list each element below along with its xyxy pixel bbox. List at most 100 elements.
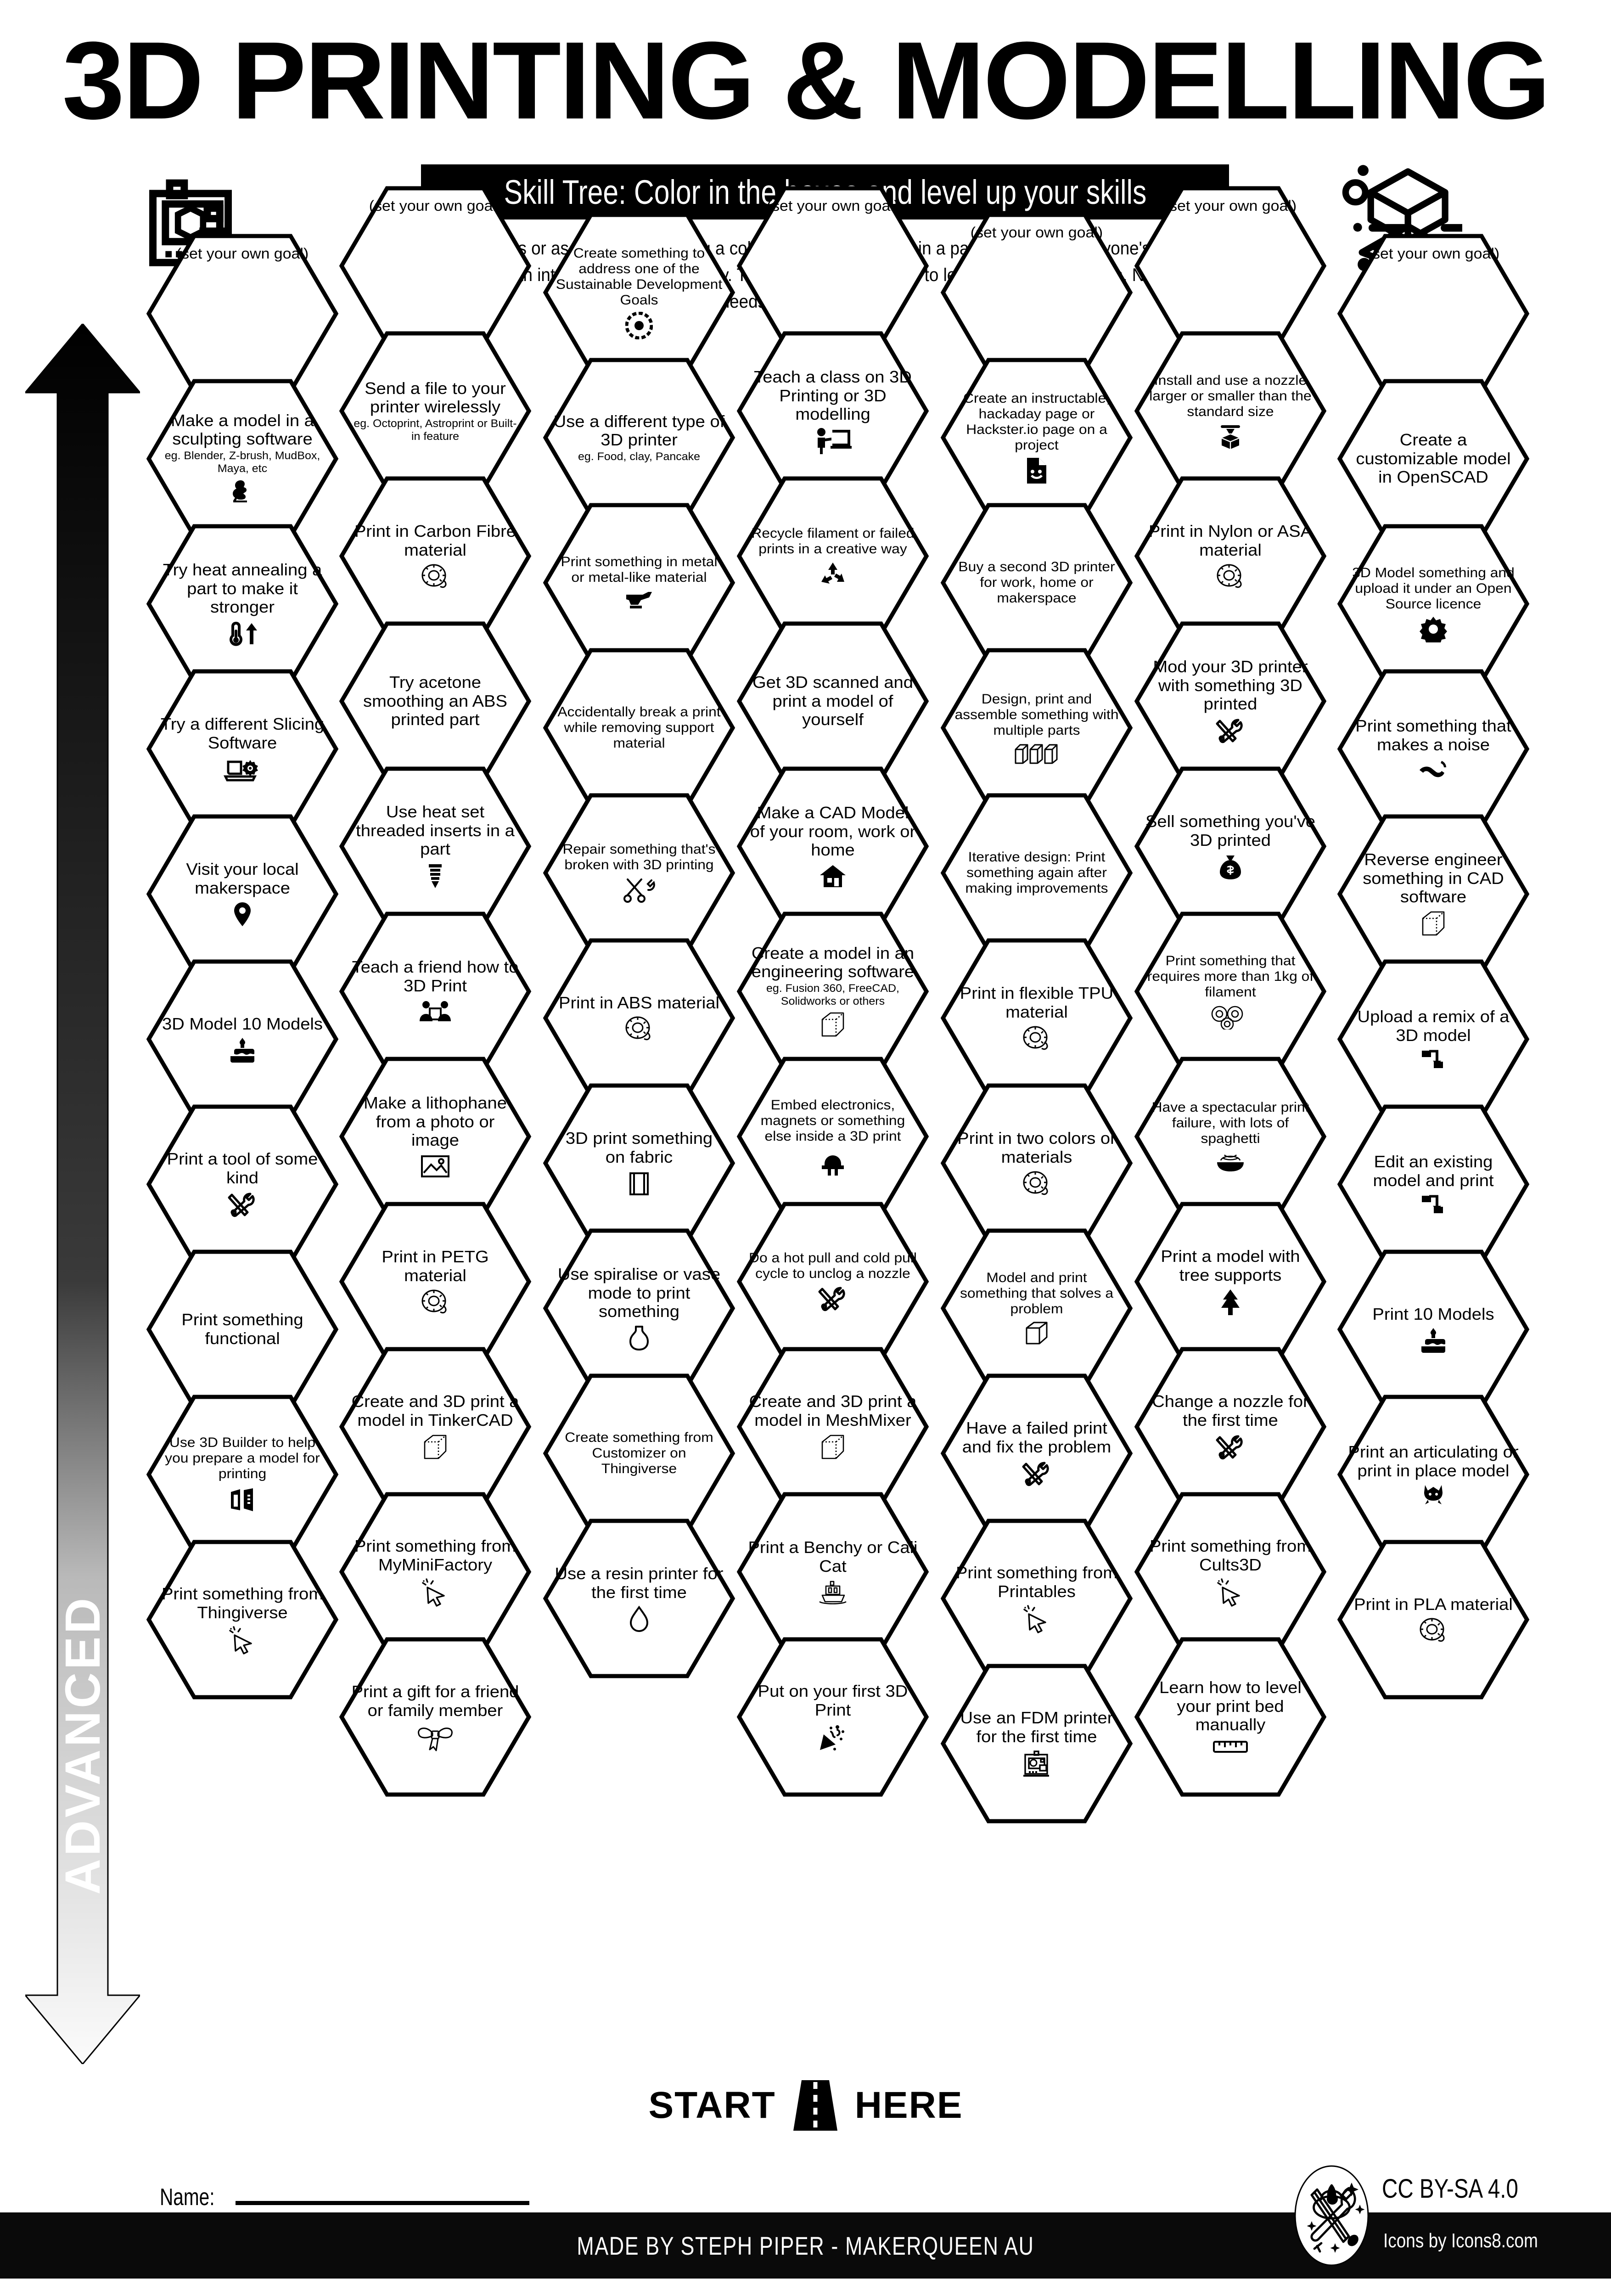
skill-hex[interactable]: (set your own goal) xyxy=(146,233,339,394)
skill-hex[interactable]: (set your own goal) xyxy=(736,186,929,346)
skill-hex[interactable]: Print something that makes a noise xyxy=(1337,669,1530,829)
skill-hex-title: Use a different type of 3D printer xyxy=(553,411,725,450)
skill-hex[interactable]: Print in flexible TPU material xyxy=(940,938,1133,1098)
skill-hex-title: Get 3D scanned and print a model of your… xyxy=(752,672,914,729)
skill-hex[interactable]: Repair something that's broken with 3D p… xyxy=(543,793,735,953)
confetti-cursor-icon xyxy=(752,1723,914,1752)
skill-hex[interactable]: Visit your local makerspace xyxy=(146,814,339,974)
skill-hex[interactable]: Iterative design: Print something again … xyxy=(940,793,1133,953)
tree-icon xyxy=(1150,1289,1311,1316)
skill-hex[interactable]: Print in PETG material xyxy=(339,1201,532,1362)
skill-hex[interactable]: Create a model in an engineering softwar… xyxy=(736,911,929,1072)
skill-hex[interactable]: Use spiralise or vase mode to print some… xyxy=(543,1228,735,1389)
cube-outline-icon xyxy=(752,1434,914,1461)
skill-hex[interactable]: Make a model in a sculpting software eg. … xyxy=(146,378,339,539)
skill-hex[interactable]: (set your own goal) xyxy=(940,212,1133,373)
skill-hex[interactable]: Print something from Cults3D xyxy=(1134,1491,1327,1652)
skill-hex[interactable]: Sell something you've 3D printed xyxy=(1134,766,1327,927)
skill-hex[interactable]: Use 3D Builder to help you prepare a mod… xyxy=(146,1394,339,1555)
skill-hex[interactable]: Design, print and assemble something wit… xyxy=(940,647,1133,808)
skill-hex[interactable]: 3D Model 10 Models xyxy=(146,959,339,1120)
skill-hex[interactable]: Teach a friend how to 3D Print xyxy=(339,911,532,1072)
skill-hex-title: Try a different Slicing Software xyxy=(160,715,325,752)
skill-hex[interactable]: (set your own goal) xyxy=(1134,186,1327,346)
picture-icon xyxy=(354,1154,516,1179)
skill-hex[interactable]: Accidentally break a print while removin… xyxy=(543,647,735,808)
skill-hex-title: (set your own goal) xyxy=(1367,245,1500,262)
skill-hex[interactable]: Print in ABS material xyxy=(543,938,735,1098)
skill-hex[interactable]: Make a lithophane from a photo or image xyxy=(339,1056,532,1217)
skill-hex[interactable]: Print something in metal or metal-like m… xyxy=(543,502,735,663)
skill-hex[interactable]: Try acetone smoothing an ABS printed par… xyxy=(339,621,532,782)
skill-hex[interactable]: Print in Nylon or ASA material xyxy=(1134,476,1327,636)
skill-hex[interactable]: Use heat set threaded inserts in a part xyxy=(339,766,532,927)
skill-hex[interactable]: Try heat annealing a part to make it str… xyxy=(146,523,339,684)
skill-hex[interactable]: Print a model with tree supports xyxy=(1134,1201,1327,1362)
skill-hex[interactable]: Use a resin printer for the first time xyxy=(543,1518,735,1679)
skill-hex-title: Print a gift for a friend or family memb… xyxy=(351,1682,519,1720)
click-cursor-icon xyxy=(1150,1578,1311,1607)
skill-hex-title: Embed electronics, magnets or something … xyxy=(760,1097,905,1144)
skill-hex[interactable]: Use a different type of 3D printer eg. Fo… xyxy=(543,357,735,518)
skill-hex-title: Print a model with tree supports xyxy=(1161,1247,1300,1284)
skill-hex-title: Change a nozzle for the first time xyxy=(1152,1392,1309,1429)
skill-hex[interactable]: Create a customizable model in OpenSCAD xyxy=(1337,378,1530,539)
skill-hex[interactable]: Model and print something that solves a … xyxy=(940,1228,1133,1389)
skill-hex[interactable]: Upload a remix of a 3D model xyxy=(1337,959,1530,1120)
skill-hex[interactable]: Print in PLA material xyxy=(1337,1539,1530,1700)
skill-hex[interactable]: Print something functional xyxy=(146,1249,339,1410)
skill-hex[interactable]: Create and 3D print a model in TinkerCAD xyxy=(339,1346,532,1507)
skill-hex[interactable]: Print something from Thingiverse xyxy=(146,1539,339,1700)
skill-hex[interactable]: Have a spectacular print failure, with l… xyxy=(1134,1056,1327,1217)
skill-hex-title: Create and 3D print a model in MeshMixer xyxy=(749,1392,917,1429)
skill-hex[interactable]: Send a file to your printer wirelessly eg… xyxy=(339,331,532,491)
skill-hex[interactable]: Get 3D scanned and print a model of your… xyxy=(736,621,929,782)
cake-icon xyxy=(162,1037,323,1064)
screwdriver-wrench-icon xyxy=(1150,717,1311,745)
skill-hex[interactable]: Reverse engineer something in CAD softwa… xyxy=(1337,814,1530,974)
skill-hex[interactable]: (set your own goal) xyxy=(339,186,532,346)
skill-hex[interactable]: Create and 3D print a model in MeshMixer xyxy=(736,1346,929,1507)
skill-hex[interactable]: Use an FDM printer for the first time xyxy=(940,1663,1133,1824)
skill-hex-title: Mod your 3D printer with something 3D pr… xyxy=(1153,657,1308,714)
skill-hex[interactable]: Buy a second 3D printer for work, home o… xyxy=(940,502,1133,663)
skill-hex[interactable]: Embed electronics, magnets or something … xyxy=(736,1056,929,1217)
skill-hex[interactable]: Print something from Printables xyxy=(940,1518,1133,1679)
skill-hex[interactable]: Try a different Slicing Software xyxy=(146,669,339,829)
skill-hex[interactable]: Print 10 Models xyxy=(1337,1249,1530,1410)
skill-hex[interactable]: 3D Model something and upload it under a… xyxy=(1337,523,1530,684)
skill-hex[interactable]: Recycle filament or failed prints in a c… xyxy=(736,476,929,636)
skill-hex[interactable]: Print in Carbon Fibre material xyxy=(339,476,532,636)
skill-hex[interactable]: Do a hot pull and cold pull cycle to unc… xyxy=(736,1201,929,1362)
skill-hex[interactable]: Install and use a nozzle larger or small… xyxy=(1134,331,1327,491)
noise-icon xyxy=(1353,758,1514,781)
skill-hex[interactable]: Print something from MyMiniFactory xyxy=(339,1491,532,1652)
skill-hex-subtitle: eg. Blender, Z-brush, MudBox, Maya, etc xyxy=(164,450,320,475)
skill-hex[interactable]: Create something from Customizer on Thin… xyxy=(543,1373,735,1534)
skill-hex[interactable]: Mod your 3D printer with something 3D pr… xyxy=(1134,621,1327,782)
skill-hex[interactable]: Print an articulating or print in place … xyxy=(1337,1394,1530,1555)
skill-hex[interactable]: Edit an existing model and print xyxy=(1337,1104,1530,1265)
skill-hex[interactable]: Print a Benchy or Cali Cat xyxy=(736,1491,929,1652)
skill-hex[interactable]: Learn how to level your print bed manual… xyxy=(1134,1637,1327,1797)
skill-hex[interactable]: Teach a class on 3D Printing or 3D model… xyxy=(736,331,929,491)
skill-hex[interactable]: Print in two colors or materials xyxy=(940,1083,1133,1244)
click-cursor-icon xyxy=(956,1604,1117,1633)
skill-hex[interactable]: Print a tool of some kind xyxy=(146,1104,339,1265)
skill-hex[interactable]: Put on your first 3D Print xyxy=(736,1637,929,1797)
three-boxes-icon xyxy=(956,742,1117,764)
skill-hex[interactable]: Change a nozzle for the first time xyxy=(1134,1346,1327,1507)
skill-hex[interactable]: Print something that requires more than … xyxy=(1134,911,1327,1072)
skill-hex[interactable]: 3D print something on fabric xyxy=(543,1083,735,1244)
skill-hex[interactable]: Have a failed print and fix the problem xyxy=(940,1373,1133,1534)
skill-hex[interactable]: Create an instructable, hackaday page or… xyxy=(940,357,1133,518)
skill-hex[interactable]: Print a gift for a friend or family memb… xyxy=(339,1637,532,1797)
filament-spool-icon xyxy=(354,563,516,590)
skill-hex[interactable]: Create something to address one of the S… xyxy=(543,212,735,373)
skill-hex[interactable]: Make a CAD Model of your room, work or h… xyxy=(736,766,929,927)
skill-hex-title: Teach a class on 3D Printing or 3D model… xyxy=(754,367,912,424)
skill-hex-title: Try acetone smoothing an ABS printed par… xyxy=(363,672,507,729)
name-input[interactable] xyxy=(236,2201,530,2205)
skill-hex[interactable]: (set your own goal) xyxy=(1337,233,1530,394)
thermometer-up-icon xyxy=(162,620,323,647)
